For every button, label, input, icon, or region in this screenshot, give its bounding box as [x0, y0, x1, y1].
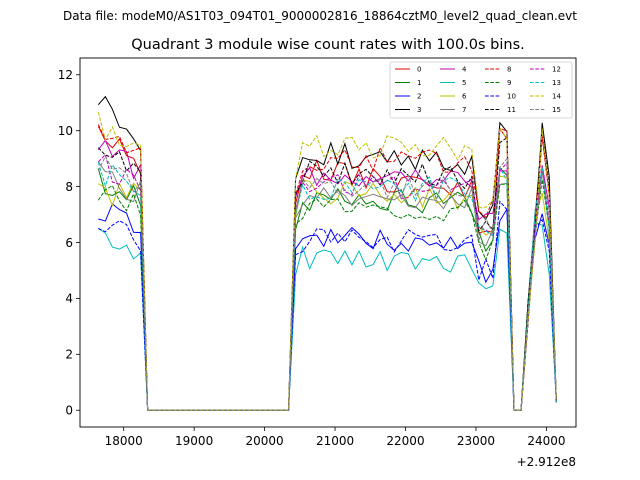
- legend-label-14: 14: [552, 93, 561, 101]
- y-tick-label: 12: [58, 68, 73, 82]
- legend-label-1: 1: [417, 79, 421, 87]
- legend-box: [389, 61, 573, 119]
- x-tick-label: 18000: [105, 434, 143, 448]
- x-tick-label: 19000: [175, 434, 213, 448]
- x-tick-label: 20000: [245, 434, 283, 448]
- legend-label-3: 3: [417, 106, 421, 114]
- legend-label-0: 0: [417, 66, 421, 74]
- y-tick-label: 2: [65, 348, 73, 362]
- y-tick-label: 4: [65, 292, 73, 306]
- x-tick-label: 24000: [527, 434, 565, 448]
- legend-label-13: 13: [552, 79, 561, 87]
- series-layer: [97, 95, 557, 411]
- x-tick-label: 22000: [386, 434, 424, 448]
- series-line-9: [97, 179, 557, 411]
- legend-label-12: 12: [552, 66, 561, 74]
- series-line-15: [97, 155, 557, 411]
- x-axis-offset-label: +2.912e8: [517, 455, 576, 469]
- legend-label-11: 11: [507, 106, 516, 114]
- legend-label-7: 7: [462, 106, 466, 114]
- legend-label-8: 8: [507, 66, 511, 74]
- plot-area: [80, 58, 576, 427]
- legend-label-9: 9: [507, 79, 511, 87]
- legend-label-2: 2: [417, 93, 421, 101]
- x-tick-label: 21000: [316, 434, 354, 448]
- y-axis-ticks: 0 2 4 6 8 10 12: [58, 68, 80, 418]
- y-tick-label: 8: [65, 180, 73, 194]
- plot-frame: [79, 57, 577, 428]
- y-tick-label: 10: [58, 124, 73, 138]
- legend-label-4: 4: [462, 66, 467, 74]
- chart-title: Quadrant 3 module wise count rates with …: [131, 37, 525, 53]
- legend-label-6: 6: [462, 93, 467, 101]
- legend-label-15: 15: [552, 106, 561, 114]
- y-tick-label: 6: [65, 236, 73, 250]
- x-axis-ticks: 18000 19000 20000 21000 22000 23000 24000: [105, 427, 566, 448]
- legend-label-10: 10: [507, 93, 516, 101]
- legend-label-5: 5: [462, 79, 466, 87]
- y-tick-label: 0: [65, 404, 73, 418]
- x-tick-label: 23000: [457, 434, 495, 448]
- figure-suptitle: Data file: modeM0/AS1T03_094T01_90000028…: [63, 9, 577, 23]
